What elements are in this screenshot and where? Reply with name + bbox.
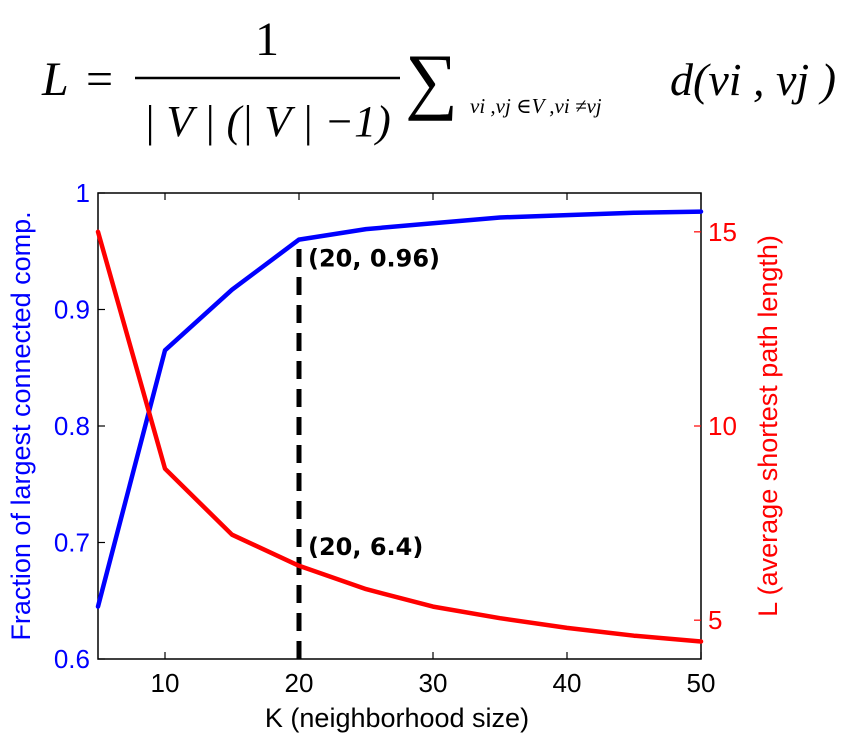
x-tick-label: 40	[553, 668, 582, 698]
right-axis-label: L (average shortest path length)	[753, 235, 783, 617]
right-tick-label: 5	[708, 605, 722, 635]
formula: L = 1 | V | (| V | −1) ∑ vi ,vj ∈V ,vi ≠…	[41, 13, 836, 146]
formula-equals: =	[86, 53, 113, 106]
left-tick-label: 0.8	[54, 411, 90, 441]
right-tick-label: 10	[708, 411, 737, 441]
left-tick-label: 1	[76, 178, 90, 208]
right-axis: 5 10 15	[694, 217, 737, 635]
x-axis-label: K (neighborhood size)	[265, 703, 529, 733]
left-tick-label: 0.9	[54, 295, 90, 325]
left-tick-label: 0.7	[54, 528, 90, 558]
x-tick-label: 50	[687, 668, 716, 698]
annotation-label: (20, 0.96)	[308, 245, 440, 273]
x-tick-label: 20	[285, 668, 314, 698]
formula-denominator: | V | (| V | −1)	[143, 97, 391, 146]
formula-numerator: 1	[255, 13, 279, 66]
series-group	[95, 209, 704, 644]
left-axis: 0.6 0.7 0.8 0.9 1	[54, 178, 105, 674]
formula-lhs: L	[41, 53, 69, 106]
annotation-label: (20, 6.4)	[308, 533, 423, 561]
formula-subscript: vi ,vj ∈V ,vi ≠vj	[470, 94, 602, 118]
annotations: (20, 0.96) (20, 6.4)	[308, 245, 440, 561]
formula-sigma: ∑	[405, 40, 458, 122]
red-series-line	[95, 229, 704, 644]
left-tick-label: 0.6	[54, 644, 90, 674]
blue-series-line	[95, 209, 704, 609]
formula-summand: d(vi , vj )	[670, 54, 836, 105]
x-tick-label: 10	[151, 668, 180, 698]
x-axis: 10 20 30 40 50	[151, 193, 716, 698]
right-tick-label: 15	[708, 217, 737, 247]
plot-area	[97, 192, 702, 660]
left-axis-label: Fraction of largest connected comp.	[6, 211, 36, 640]
x-tick-label: 30	[419, 668, 448, 698]
